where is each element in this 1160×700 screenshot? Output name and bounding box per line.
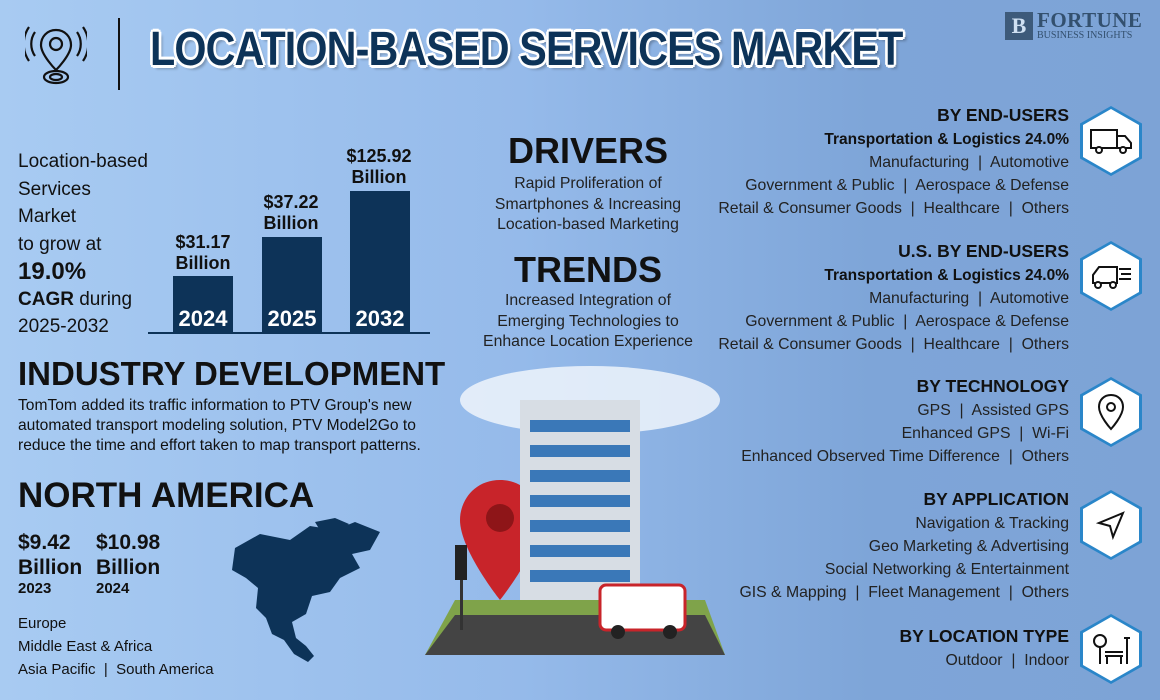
logo-line-2: BUSINESS INSIGHTS [1037,30,1133,41]
bar-label-2025: $37.22 Billion [263,192,319,233]
bar-2025: 2025 [262,237,322,332]
region-item: Asia Pacific | South America [18,661,214,678]
cagr-label: CAGR [18,288,74,310]
navigation-arrow-icon [1080,490,1142,560]
bar-2032: 2032 [350,191,410,332]
intro-line: Location-based [18,151,148,172]
segment-by-location-type: BY LOCATION TYPE Outdoor | Indoor [899,626,1069,669]
other-regions: Europe Middle East & Africa Asia Pacific… [18,612,214,681]
trends-text: Increased Integration of Emerging Techno… [483,292,693,350]
location-pin-signal-icon [25,26,87,85]
segment-by-application: BY APPLICATION Navigation & Tracking Geo … [739,489,1069,601]
region-item: Middle East & Africa [18,638,153,655]
park-bench-icon [1080,614,1142,684]
region-item: Europe [18,615,67,632]
brand-logo: B FORTUNE BUSINESS INSIGHTS [1005,10,1142,41]
page-title: LOCATION-BASED SERVICES MARKET [150,23,903,76]
market-growth-text: Location-based Services Market to grow a… [18,148,148,341]
bar-axis [148,332,430,334]
na-value-2023: $9.42 Billion 2023 [18,531,83,597]
logo-mark-icon: B [1005,11,1033,40]
truck-icon [1080,106,1142,176]
north-america-heading: NORTH AMERICA [18,476,315,515]
bar-year: 2024 [178,306,228,331]
segment-by-end-users: BY END-USERS Transportation & Logistics 2… [718,105,1069,217]
bar-label-2032: $125.92 Billion [346,146,412,187]
header-divider [118,18,120,90]
bar-year: 2032 [355,306,405,331]
bar-2024: 2024 [173,276,233,332]
industry-heading: INDUSTRY DEVELOPMENT [18,355,446,392]
map-pin-icon [1080,377,1142,447]
drivers-text: Rapid Proliferation of Smartphones & Inc… [494,175,682,233]
forecast-period: 2025-2032 [18,316,109,337]
intro-line: Market [18,206,77,227]
drivers-heading: DRIVERS [507,130,669,171]
segment-us-by-end-users: U.S. BY END-USERS Transportation & Logist… [718,241,1069,353]
cagr-value: 19.0% [18,258,87,285]
na-value-2024: $10.98 Billion 2024 [96,531,161,597]
fast-truck-icon [1080,241,1142,311]
north-america-map-icon [232,518,380,662]
bar-year: 2025 [267,306,317,331]
during-text: during [73,288,133,310]
bar-label-2024: $31.17 Billion [175,232,231,273]
city-building-illustration [425,366,725,655]
intro-line: to grow at [18,233,102,255]
trends-heading: TRENDS [513,249,662,290]
logo-line-1: FORTUNE [1037,8,1143,32]
intro-line: Services [18,178,91,200]
segment-by-technology: BY TECHNOLOGY GPS | Assisted GPS Enhanced… [741,376,1069,465]
industry-text: TomTom added its traffic information to … [18,397,421,454]
